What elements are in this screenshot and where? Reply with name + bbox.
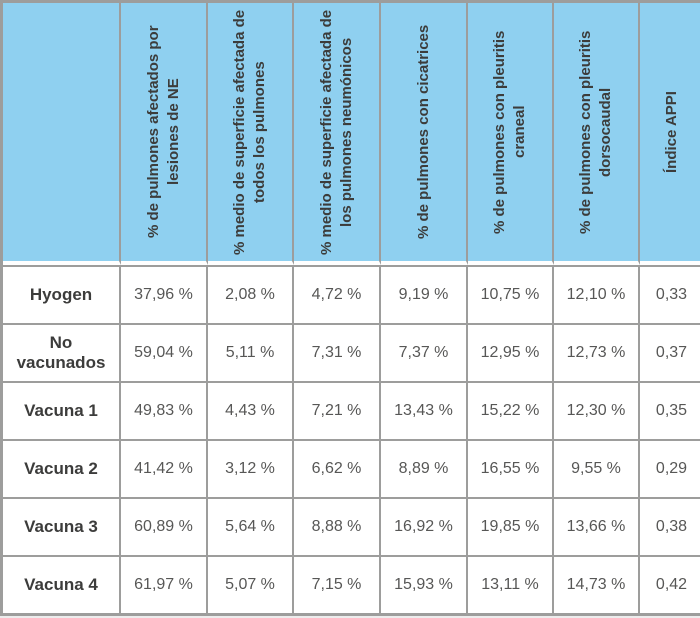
column-header-label: % de pulmones con cicatrices [414, 24, 432, 240]
table-row-vacuna-3: Vacuna 3 60,89 % 5,64 % 8,88 % 16,92 % 1… [3, 497, 700, 555]
table-body: Hyogen 37,96 % 2,08 % 4,72 % 9,19 % 10,7… [3, 265, 700, 613]
cell-value: 41,42 % [121, 439, 208, 497]
cell-value: 13,43 % [381, 381, 468, 439]
cell-value: 10,75 % [468, 265, 554, 323]
cell-value: 5,64 % [208, 497, 294, 555]
column-header-surface-pneumonic-lungs: % medio de superficie afectada de los pu… [294, 3, 381, 265]
table-row-vacuna-2: Vacuna 2 41,42 % 3,12 % 6,62 % 8,89 % 16… [3, 439, 700, 497]
row-label: No vacunados [3, 323, 121, 381]
column-header-appi-index: Índice APPI [640, 3, 700, 265]
column-header-cranial-pleuritis: % de pulmones con pleuritis craneal [468, 3, 554, 265]
cell-value: 60,89 % [121, 497, 208, 555]
cell-value: 13,66 % [554, 497, 640, 555]
row-label: Vacuna 4 [3, 555, 121, 613]
cell-value: 12,10 % [554, 265, 640, 323]
cell-value: 6,62 % [294, 439, 381, 497]
column-header-label: % medio de superficie afectada de los pu… [317, 9, 355, 255]
column-header-label: % de pulmones con pleuritis dorsocaudal [577, 30, 614, 234]
cell-value: 4,72 % [294, 265, 381, 323]
cell-value: 9,55 % [554, 439, 640, 497]
column-header-label: Índice APPI [662, 91, 680, 173]
cell-value: 7,15 % [294, 555, 381, 613]
column-header-scars: % de pulmones con cicatrices [381, 3, 468, 265]
row-label: Hyogen [3, 265, 121, 323]
cell-value: 5,07 % [208, 555, 294, 613]
column-header-dorsocaudal-pleuritis: % de pulmones con pleuritis dorsocaudal [554, 3, 640, 265]
table-row-vacuna-4: Vacuna 4 61,97 % 5,07 % 7,15 % 15,93 % 1… [3, 555, 700, 613]
cell-value: 0,35 [640, 381, 700, 439]
cell-value: 13,11 % [468, 555, 554, 613]
table-row-no-vacunados: No vacunados 59,04 % 5,11 % 7,31 % 7,37 … [3, 323, 700, 381]
row-label: Vacuna 1 [3, 381, 121, 439]
cell-value: 59,04 % [121, 323, 208, 381]
cell-value: 12,30 % [554, 381, 640, 439]
cell-value: 19,85 % [468, 497, 554, 555]
header-row: % de pulmones afectados por lesiones de … [3, 3, 700, 265]
cell-value: 4,43 % [208, 381, 294, 439]
cell-value: 2,08 % [208, 265, 294, 323]
column-header-ne-lesions: % de pulmones afectados por lesiones de … [121, 3, 208, 265]
cell-value: 7,21 % [294, 381, 381, 439]
cell-value: 9,19 % [381, 265, 468, 323]
cell-value: 61,97 % [121, 555, 208, 613]
cell-value: 0,37 [640, 323, 700, 381]
cell-value: 37,96 % [121, 265, 208, 323]
cell-value: 8,89 % [381, 439, 468, 497]
cell-value: 0,42 [640, 555, 700, 613]
column-header-surface-all-lungs: % medio de superficie afectada de todos … [208, 3, 294, 265]
column-header-label: % de pulmones con pleuritis craneal [491, 30, 528, 234]
table-row-vacuna-1: Vacuna 1 49,83 % 4,43 % 7,21 % 13,43 % 1… [3, 381, 700, 439]
table-row-hyogen: Hyogen 37,96 % 2,08 % 4,72 % 9,19 % 10,7… [3, 265, 700, 323]
cell-value: 3,12 % [208, 439, 294, 497]
cell-value: 12,95 % [468, 323, 554, 381]
cell-value: 7,31 % [294, 323, 381, 381]
cell-value: 16,55 % [468, 439, 554, 497]
column-header-label: % de pulmones afectados por lesiones de … [144, 25, 182, 239]
cell-value: 0,33 [640, 265, 700, 323]
cell-value: 49,83 % [121, 381, 208, 439]
row-label: Vacuna 3 [3, 497, 121, 555]
cell-value: 8,88 % [294, 497, 381, 555]
cell-value: 7,37 % [381, 323, 468, 381]
cell-value: 15,22 % [468, 381, 554, 439]
cell-value: 0,38 [640, 497, 700, 555]
column-header-label: % medio de superficie afectada de todos … [231, 9, 268, 255]
cell-value: 15,93 % [381, 555, 468, 613]
cell-value: 0,29 [640, 439, 700, 497]
cell-value: 16,92 % [381, 497, 468, 555]
corner-cell [3, 3, 121, 265]
row-label: Vacuna 2 [3, 439, 121, 497]
table-header: % de pulmones afectados por lesiones de … [3, 3, 700, 265]
cell-value: 12,73 % [554, 323, 640, 381]
cell-value: 5,11 % [208, 323, 294, 381]
cell-value: 14,73 % [554, 555, 640, 613]
